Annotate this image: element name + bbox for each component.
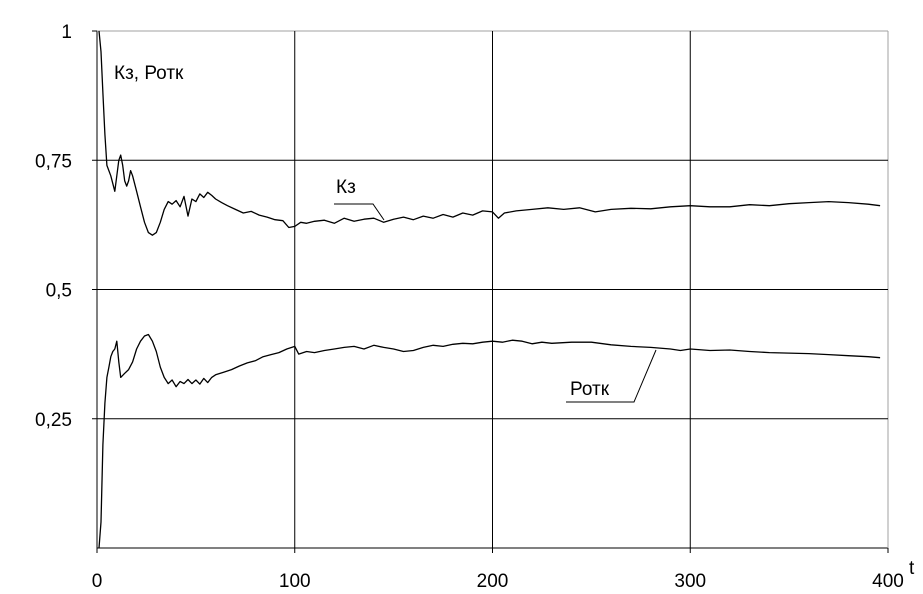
grid [92,30,889,553]
series-label-kz-leader [334,203,385,221]
series-label-potk: Ротк [566,349,657,403]
series-label-potk-leader [566,349,657,403]
x-tick-label: 0 [92,571,103,592]
series-label-kz: Кз [334,177,385,221]
x-axis-title: t [909,558,915,579]
series-label-potk-text: Ротк [570,379,610,400]
x-tick-label: 300 [674,571,706,592]
y-tick-label: 0,75 [35,151,72,172]
series-line-kz [98,30,881,236]
tick-labels: 0 100 200 300 400 0,25 0,5 0,75 1 [35,22,904,592]
series-label-kz-text: Кз [336,177,356,198]
series-line-potk [98,333,881,549]
y-tick-label: 1 [61,22,72,43]
x-tick-label: 100 [279,571,311,592]
x-tick-label: 400 [872,571,904,592]
y-tick-label: 0,25 [35,410,72,431]
series-layer [98,30,881,549]
x-tick-label: 200 [477,571,509,592]
y-axis-title: Кз, Ротк [114,63,184,84]
y-tick-label: 0,5 [46,281,72,302]
